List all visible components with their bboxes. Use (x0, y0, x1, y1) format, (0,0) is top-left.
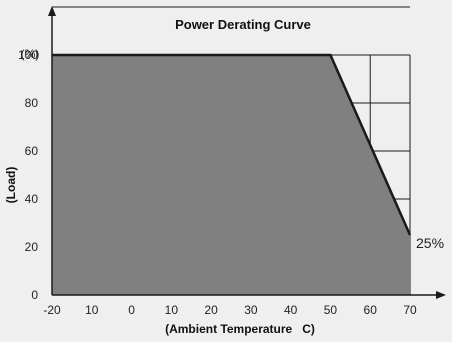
x-tick-label: 50 (324, 303, 338, 317)
derating-curve-line (52, 53, 412, 236)
x-tick-labels: -20 10 0 10 20 30 40 50 60 70 (43, 303, 417, 317)
end-value-annotation: 25% (416, 235, 444, 251)
x-tick-label: 0 (128, 303, 135, 317)
x-tick-label: 40 (284, 303, 298, 317)
y-tick-label: 0 (31, 288, 38, 302)
y-tick-label: 80 (25, 96, 39, 110)
derating-area (52, 55, 410, 295)
x-tick-label: 10 (85, 303, 99, 317)
y-unit-label: (%) (21, 47, 40, 61)
y-tick-label: 60 (25, 144, 39, 158)
x-tick-label: 10 (165, 303, 179, 317)
y-tick-label: 100 (18, 48, 38, 62)
x-tick-label: 60 (364, 303, 378, 317)
x-tick-label: 30 (244, 303, 258, 317)
y-tick-label: 20 (25, 240, 39, 254)
y-tick-labels: 0 20 40 60 80 100 (18, 48, 38, 302)
y-tick-label: 40 (25, 192, 39, 206)
axes (48, 6, 446, 299)
x-tick-label: -20 (43, 303, 61, 317)
x-axis-label: (Ambient Temperature C) (165, 322, 315, 336)
x-tick-label: 70 (403, 303, 417, 317)
y-axis-arrow (48, 6, 56, 16)
x-axis-arrow (436, 291, 446, 299)
x-tick-label: 20 (204, 303, 218, 317)
y-axis-label: (Load) (4, 167, 18, 204)
chart-title: Power Derating Curve (175, 17, 311, 32)
